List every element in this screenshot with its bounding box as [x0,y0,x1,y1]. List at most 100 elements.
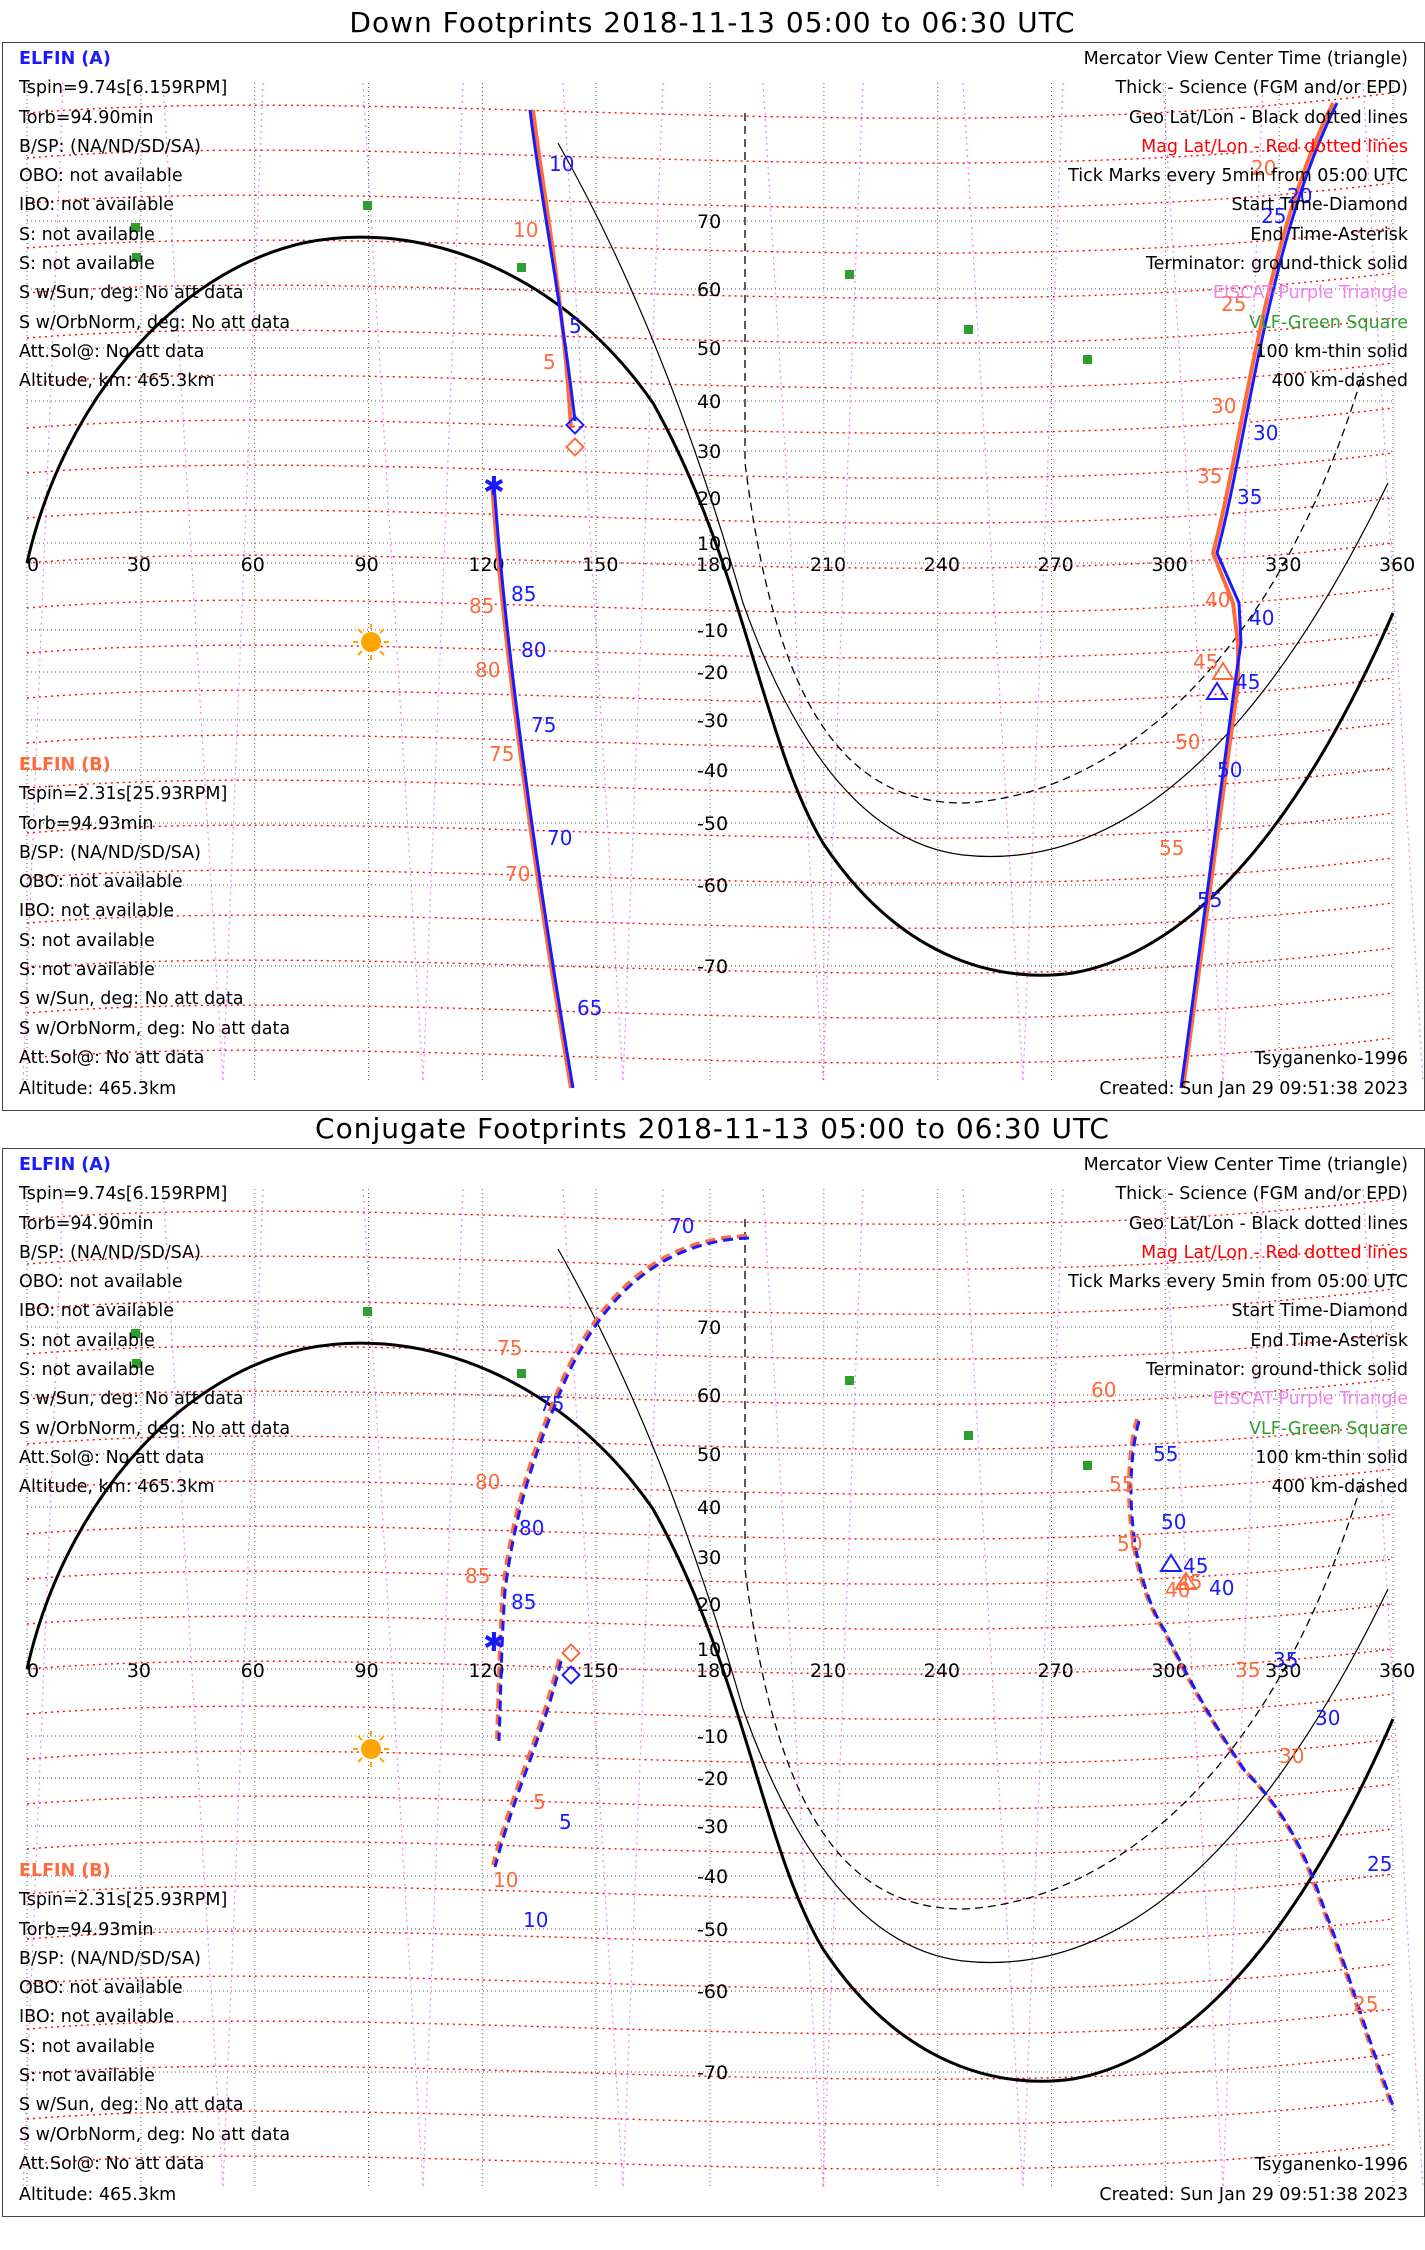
info-line: Tspin=9.74s[6.159RPM] [19,78,228,99]
longitude-tick-label: 90 [355,1660,379,1682]
info-line: Torb=94.90min [19,1213,154,1234]
track-label-a: 85 [511,1590,536,1614]
mag-longitude-line [162,82,224,1084]
mag-longitude-line [962,1188,1024,2190]
mag-latitude-line [26,1558,1394,1585]
track-label-a: 40 [1209,1576,1234,1600]
terminator-400km [744,1219,1364,1910]
sun-marker [353,1731,389,1767]
latitude-tick-label: -70 [697,2062,728,2084]
longitude-tick-label: 270 [1038,554,1074,576]
track-label-b: 75 [489,742,514,766]
mag-longitude-line [1022,1188,1064,2190]
panel-title-conjugate: Conjugate Footprints 2018-11-13 05:00 to… [315,1112,1110,1145]
info-line: S: not available [19,960,155,981]
info-line: IBO: not available [19,901,174,922]
track-label-b: 40 [1205,588,1230,612]
track-label-b: 10 [493,1868,518,1892]
track-label-b: 60 [1091,1378,1116,1402]
mag-latitude-line [26,1198,1394,1225]
track-label-b: 80 [475,658,500,682]
track-label-a: 55 [1197,888,1222,912]
mag-longitude-line [1162,1188,1224,2190]
track-label-b: 80 [475,1470,500,1494]
info-line: Att.Sol@: No att data [19,1447,205,1468]
track-label-b: 85 [465,1564,490,1588]
info-line: S w/OrbNorm, deg: No att data [19,1418,291,1439]
latitude-tick-label: 20 [697,1594,721,1616]
mag-latitude-line [26,362,1394,389]
view-center-triangle-b [1211,661,1235,680]
legend-item: Tick Marks every 5min from 05:00 UTC [1068,166,1408,187]
longitude-tick-label: 240 [924,554,960,576]
track-label-b: 55 [1159,836,1184,860]
latitude-tick-label: 30 [697,441,721,463]
track-label-b: 45 [1177,1570,1202,1594]
latitude-tick-label: -20 [697,1768,728,1790]
info-line: B/SP: (NA/ND/SD/SA) [19,136,201,157]
latitude-tick-label: -10 [697,620,728,642]
created-timestamp: Created: Sun Jan 29 09:51:38 2023 [1099,2185,1408,2205]
panel-title-down: Down Footprints 2018-11-13 05:00 to 06:3… [349,6,1076,39]
track-label-b: 30 [1211,394,1236,418]
terminator-100km [557,142,1389,858]
mag-longitude-line [622,82,664,1084]
track-label-a: 80 [519,1516,544,1540]
mag-latitude-line [26,992,1394,1019]
info-line: Tspin=2.31s[25.93RPM] [19,1890,228,1911]
latitude-tick-label: 60 [697,1385,721,1407]
altitude-footer: Altitude: 465.3km [19,1079,177,1099]
mag-latitude-line [26,722,1394,749]
legend-item: Terminator: ground-thick solid [1145,254,1408,275]
elfin-a-label: ELFIN (A) [19,49,111,69]
mag-longitude-line [822,1188,864,2190]
mag-latitude-line [26,1828,1394,1855]
latitude-tick-label: 50 [697,1444,721,1466]
info-line: Torb=94.93min [19,813,154,834]
latitude-tick-label: 70 [697,211,721,233]
info-line: S w/OrbNorm, deg: No att data [19,312,291,333]
mag-longitude-line [422,1188,464,2190]
track-label-a: 50 [1161,1510,1186,1534]
elfin-a-info: ELFIN (A) Tspin=9.74s[6.159RPM] Torb=94.… [19,1151,290,1503]
mag-latitude-line [26,587,1394,614]
info-line: S w/OrbNorm, deg: No att data [19,1018,291,1039]
info-line: S: not available [19,254,155,275]
track-label-a: 20 [1287,184,1312,208]
mag-latitude-line [26,1513,1394,1540]
mag-latitude-line [26,92,1394,119]
legend-item: 100 km-thin solid [1255,341,1408,362]
terminator-ground [25,1341,1395,2083]
info-line: OBO: not available [19,1272,183,1293]
start-diamond-a [565,415,585,435]
track-label-a: 25 [1367,1852,1392,1876]
longitude-tick-label: 60 [241,1660,265,1682]
longitude-tick-label: 60 [241,554,265,576]
legend-item: Start Time-Diamond [1231,1301,1408,1322]
mag-latitude-line [26,947,1394,974]
track-label-b: 50 [1175,730,1200,754]
longitude-tick-label: 210 [810,554,846,576]
longitude-tick-label: 30 [127,1660,151,1682]
track-label-a: 25 [1261,204,1286,228]
mag-latitude-line [26,1873,1394,1900]
latitude-tick-label: -50 [697,1919,728,1941]
model-label: Tsyganenko-1996 [1254,2155,1408,2175]
info-line: Torb=94.93min [19,1919,154,1940]
legend-item: Tick Marks every 5min from 05:00 UTC [1068,1272,1408,1293]
legend-item: Mag Lat/Lon - Red dotted lines [1141,136,1408,157]
info-line: Att.Sol@: No att data [19,1047,205,1068]
latitude-tick-label: -60 [697,1981,728,2003]
info-line: Altitude, km: 465.3km [19,1477,215,1498]
mag-latitude-line [26,182,1394,209]
model-label: Tsyganenko-1996 [1254,1049,1408,1069]
start-diamond-b [561,1643,581,1663]
track-label-b: 35 [1235,1658,1260,1682]
info-line: OBO: not available [19,872,183,893]
longitude-tick-label: 90 [355,554,379,576]
mag-longitude-line [162,1188,224,2190]
legend-item: Geo Lat/Lon - Black dotted lines [1128,1213,1408,1234]
terminator-ground [25,235,1395,977]
terminator-100km [557,1248,1389,1964]
longitude-tick-label: 240 [924,1660,960,1682]
